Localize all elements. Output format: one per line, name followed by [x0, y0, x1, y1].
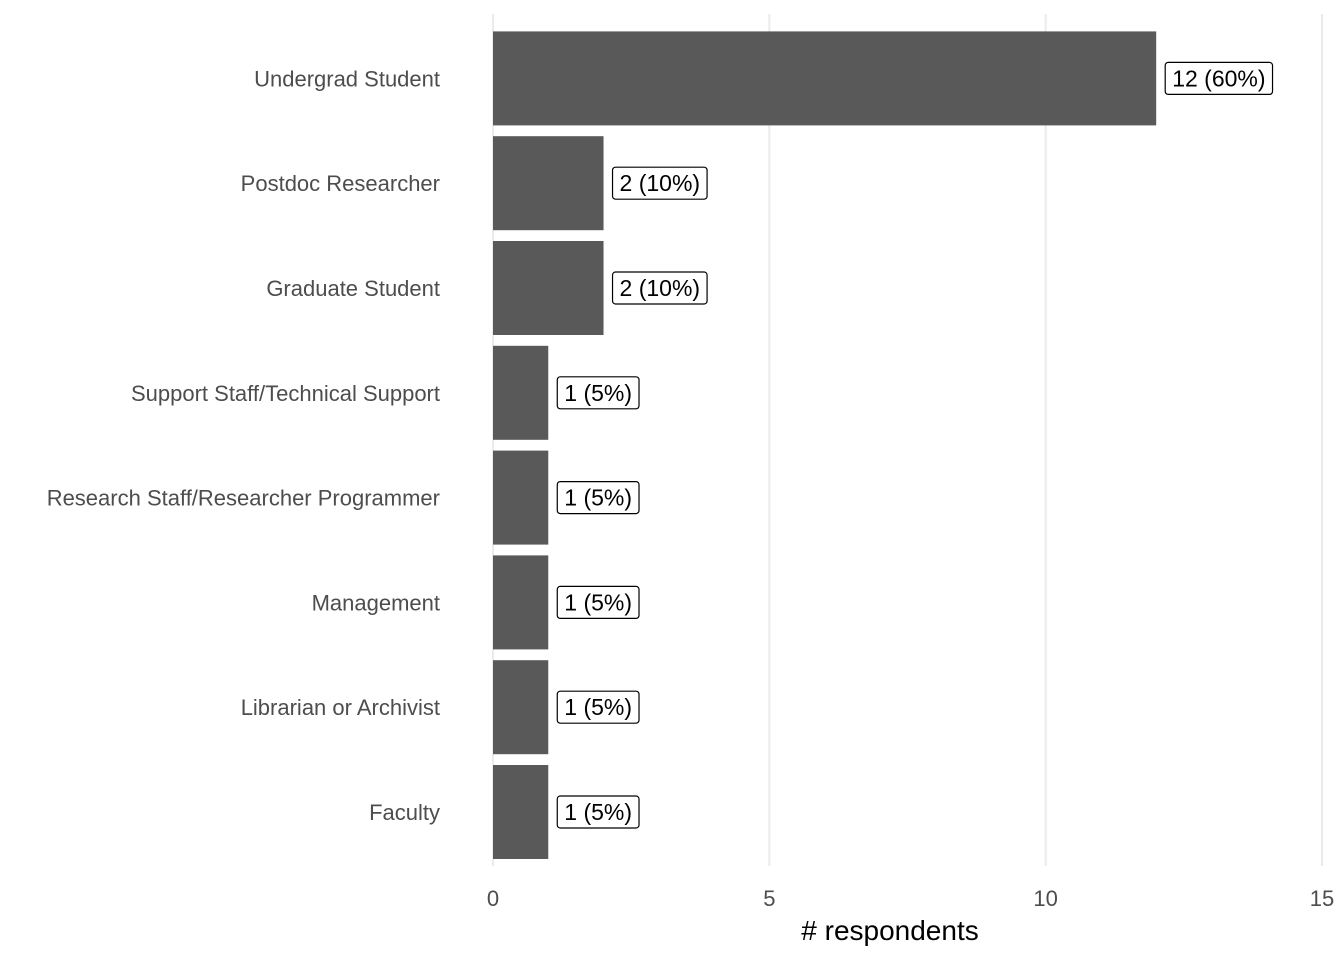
data-label-text-1: 2 (10%) [620, 170, 701, 196]
data-labels: 12 (60%) 2 (10%) 2 (10%) 1 (5%) 1 (5%) 1 (5%)… [556, 61, 1274, 829]
x-tick-label-2: 10 [1033, 886, 1057, 911]
grid-lines [492, 14, 1323, 866]
data-label-0: 12 (60%) [1164, 61, 1274, 96]
category-label-2: Graduate Student [266, 276, 440, 301]
data-label-7: 1 (5%) [556, 795, 640, 829]
x-tick-label-1: 5 [763, 886, 775, 911]
data-label-box-5 [556, 585, 640, 620]
data-label-text-0: 12 (60%) [1172, 65, 1265, 91]
x-tick-label-0: 0 [487, 886, 499, 911]
category-label-3: Support Staff/Technical Support [131, 381, 440, 406]
bars [493, 31, 1157, 859]
data-label-box-0 [1164, 61, 1274, 96]
data-label-6: 1 (5%) [556, 690, 640, 724]
data-label-box-6 [556, 690, 640, 724]
data-label-text-5: 1 (5%) [564, 589, 632, 615]
x-axis-title: # respondents [801, 915, 978, 946]
data-label-text-3: 1 (5%) [564, 380, 632, 406]
data-label-box-7 [556, 795, 640, 829]
category-label-5: Management [312, 590, 440, 615]
category-label-4: Research Staff/Researcher Programmer [47, 486, 440, 511]
bar-3 [493, 345, 549, 440]
bar-6 [493, 660, 549, 755]
category-label-1: Postdoc Researcher [241, 171, 440, 196]
bar-5 [493, 555, 549, 650]
data-label-text-6: 1 (5%) [564, 694, 632, 720]
data-label-text-4: 1 (5%) [564, 485, 632, 511]
data-label-text-7: 1 (5%) [564, 799, 632, 825]
category-label-7: Faculty [369, 800, 440, 825]
bar-0 [493, 31, 1157, 126]
bar-7 [493, 765, 549, 859]
data-label-2: 2 (10%) [611, 271, 708, 305]
data-label-box-4 [556, 481, 640, 515]
data-label-4: 1 (5%) [556, 481, 640, 515]
x-tick-label-3: 15 [1310, 886, 1334, 911]
bar-4 [493, 450, 549, 545]
data-label-box-2 [611, 271, 708, 305]
category-labels: Undergrad Student Postdoc Researcher Gradu… [47, 66, 440, 825]
data-label-5: 1 (5%) [556, 585, 640, 620]
category-label-6: Librarian or Archivist [241, 695, 440, 720]
data-label-box-1 [611, 166, 708, 200]
bar-2 [493, 241, 604, 335]
category-label-0: Undergrad Student [254, 66, 440, 91]
data-label-3: 1 (5%) [556, 376, 640, 410]
data-label-box-3 [556, 376, 640, 410]
bar-1 [493, 136, 604, 231]
data-label-text-2: 2 (10%) [620, 275, 701, 301]
data-label-1: 2 (10%) [611, 166, 708, 200]
x-axis-ticks: 0 5 10 15 [487, 886, 1334, 911]
